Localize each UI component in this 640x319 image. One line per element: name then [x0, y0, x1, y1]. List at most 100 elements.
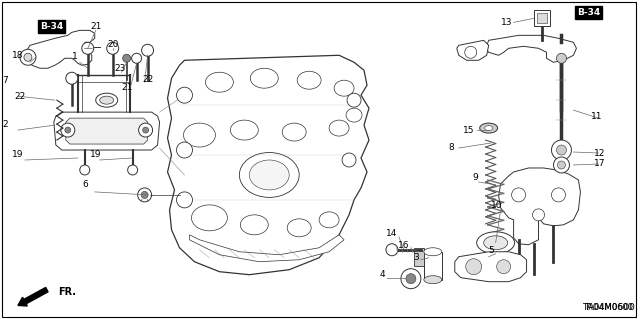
- Text: 21: 21: [90, 22, 101, 31]
- Bar: [536, 13, 547, 23]
- Ellipse shape: [424, 248, 442, 256]
- Ellipse shape: [282, 123, 306, 141]
- Bar: [534, 11, 550, 26]
- Ellipse shape: [319, 212, 339, 228]
- Circle shape: [143, 127, 148, 133]
- Text: 2: 2: [2, 120, 8, 129]
- Circle shape: [386, 244, 398, 256]
- Text: 16: 16: [398, 241, 410, 250]
- Ellipse shape: [184, 123, 216, 147]
- Polygon shape: [486, 35, 577, 62]
- Circle shape: [466, 259, 482, 275]
- Circle shape: [123, 54, 131, 62]
- Text: 4: 4: [379, 270, 385, 279]
- Polygon shape: [66, 118, 148, 144]
- Circle shape: [177, 142, 193, 158]
- Ellipse shape: [241, 215, 268, 235]
- Text: 3: 3: [413, 253, 419, 262]
- Ellipse shape: [477, 232, 515, 254]
- Text: TA04M0600: TA04M0600: [582, 303, 635, 312]
- Ellipse shape: [250, 160, 289, 190]
- Polygon shape: [189, 235, 344, 262]
- Circle shape: [557, 53, 566, 63]
- Text: 1: 1: [72, 52, 77, 61]
- Text: 12: 12: [594, 149, 605, 158]
- Ellipse shape: [191, 205, 227, 231]
- Ellipse shape: [250, 68, 278, 88]
- Circle shape: [65, 127, 71, 133]
- Circle shape: [497, 260, 511, 274]
- Text: 17: 17: [594, 160, 605, 168]
- Text: 22: 22: [142, 75, 153, 84]
- Polygon shape: [499, 168, 580, 245]
- Text: 14: 14: [387, 229, 397, 238]
- Ellipse shape: [287, 219, 311, 237]
- Text: 19: 19: [90, 150, 102, 159]
- Text: 8: 8: [448, 143, 454, 152]
- Text: 9: 9: [473, 174, 479, 182]
- Text: 11: 11: [591, 112, 602, 121]
- Circle shape: [347, 93, 361, 107]
- Circle shape: [511, 188, 525, 202]
- Bar: [414, 248, 424, 266]
- Circle shape: [138, 188, 152, 202]
- Text: 18: 18: [12, 51, 24, 60]
- Circle shape: [406, 274, 416, 284]
- Text: TA04M0600: TA04M0600: [584, 303, 633, 312]
- Circle shape: [80, 165, 90, 175]
- Circle shape: [127, 165, 138, 175]
- Polygon shape: [25, 30, 95, 68]
- Text: 13: 13: [501, 18, 513, 27]
- Ellipse shape: [96, 93, 118, 107]
- Ellipse shape: [239, 152, 299, 197]
- Circle shape: [20, 49, 36, 65]
- Text: B-34: B-34: [40, 22, 63, 31]
- Circle shape: [132, 53, 141, 63]
- Text: 6: 6: [82, 181, 88, 189]
- Circle shape: [66, 72, 78, 84]
- Ellipse shape: [334, 80, 354, 96]
- Ellipse shape: [297, 71, 321, 89]
- Circle shape: [141, 44, 154, 56]
- Circle shape: [552, 188, 566, 202]
- Polygon shape: [168, 55, 369, 275]
- Ellipse shape: [480, 123, 498, 133]
- Circle shape: [552, 140, 572, 160]
- Ellipse shape: [205, 72, 234, 92]
- Circle shape: [554, 157, 570, 173]
- Text: 22: 22: [14, 92, 26, 101]
- Circle shape: [465, 46, 477, 58]
- Text: B-34: B-34: [577, 8, 600, 17]
- Polygon shape: [455, 252, 527, 282]
- Polygon shape: [457, 40, 489, 60]
- Text: 23: 23: [114, 64, 125, 73]
- Ellipse shape: [100, 96, 114, 104]
- Text: 5: 5: [488, 246, 493, 255]
- Circle shape: [82, 42, 93, 54]
- Circle shape: [107, 42, 118, 54]
- Circle shape: [401, 269, 421, 289]
- FancyArrow shape: [18, 287, 48, 306]
- Polygon shape: [54, 112, 159, 150]
- Circle shape: [557, 145, 566, 155]
- Circle shape: [139, 123, 152, 137]
- Text: 15: 15: [463, 126, 474, 135]
- Circle shape: [24, 53, 32, 61]
- Text: 20: 20: [107, 40, 118, 49]
- Text: FR.: FR.: [58, 287, 76, 297]
- Circle shape: [342, 153, 356, 167]
- Text: 21: 21: [121, 83, 132, 92]
- Circle shape: [532, 209, 545, 221]
- Ellipse shape: [424, 276, 442, 284]
- Circle shape: [141, 191, 148, 198]
- Bar: [424, 252, 442, 280]
- Circle shape: [557, 161, 566, 169]
- Circle shape: [61, 123, 75, 137]
- Ellipse shape: [346, 108, 362, 122]
- Text: 10: 10: [491, 201, 502, 210]
- Text: 7: 7: [2, 76, 8, 85]
- Ellipse shape: [230, 120, 259, 140]
- Circle shape: [177, 87, 193, 103]
- Ellipse shape: [484, 126, 493, 130]
- Ellipse shape: [329, 120, 349, 136]
